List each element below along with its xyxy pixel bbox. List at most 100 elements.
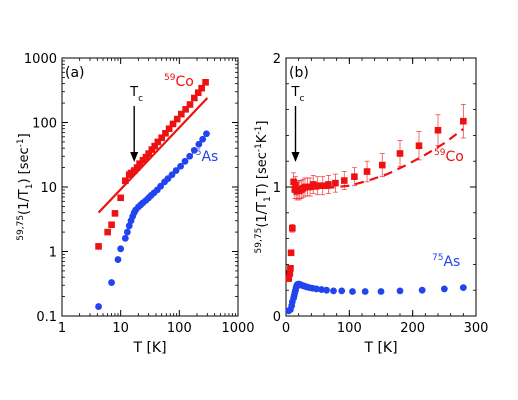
panel-label: (a) [65,65,85,81]
as-data-point [338,287,346,295]
x-tick-label: 10 [112,321,129,336]
as-series-label: 75As [432,253,460,270]
co-data-point [111,210,119,217]
co-series-label: 59Co [164,73,194,90]
co-data-point [415,142,423,150]
co-data-point [396,150,404,157]
as-data-point [177,162,184,170]
tc-arrow-head [130,152,139,162]
co-data-point [290,178,297,186]
as-data-point [349,288,356,295]
as-data-point [377,288,385,295]
as-data-point [396,287,404,295]
panel-b: 0 100 200 300 0 1 2 T [K] 59,75(1/T1T) [sec-1K-1… [254,52,488,356]
y-tick-label: 0.1 [36,310,57,325]
as-data-point [172,167,180,174]
co-data-point [378,161,386,169]
y-tick-label: 1 [49,246,57,261]
x-tick-label: 0 [282,321,290,336]
co-data-point [287,264,294,272]
x-axis-label: T [K] [132,340,166,356]
co-data-point [434,126,442,134]
panel-label: (b) [289,65,309,81]
y-tick-label: 0 [273,310,281,325]
co-data-point [194,89,202,96]
x-tick-label: 100 [167,321,192,336]
as-data-point [186,152,194,160]
as-series-label: 75As [190,148,218,165]
co-data-point [198,84,205,92]
as-data-point [418,286,426,294]
co-data-point [314,182,321,190]
co-data-point [145,150,152,157]
co-data-point [95,243,102,250]
co-data-point [286,270,294,277]
as-data-point [95,303,102,310]
as-data-point [157,182,165,190]
co-data-point [325,181,332,188]
co-data-point [165,125,173,133]
y-axis-label: 59,75(1/T1) [sec-1] [16,133,35,240]
as-data-point [125,222,133,230]
as-data-point [121,234,129,242]
co-data-point [202,79,209,86]
as-data-point [168,171,176,179]
co-data-point [173,115,181,123]
y-tick-label: 1000 [24,52,57,67]
as-data-point [117,245,125,253]
x-tick-label: 1 [58,321,66,336]
as-data-point [361,288,369,295]
co-data-point [363,168,371,175]
co-data-point [332,179,339,187]
co-data-point [104,228,111,236]
co-data-point [133,164,141,171]
as-data-point [440,285,448,293]
y-tick-label: 100 [32,117,57,132]
co-data-point [289,224,296,232]
co-data-point [154,138,162,146]
co-data-point [460,117,467,125]
co-data-point [177,110,185,118]
x-tick-label: 300 [464,321,489,336]
fit-line [295,128,464,191]
tc-label: Tc [291,85,305,104]
co-data-point [186,101,194,108]
tc-label: Tc [129,85,143,104]
co-data-point [151,142,158,150]
x-tick-label: 200 [400,321,425,336]
co-series-label: 59Co [434,148,464,165]
as-data-point [114,256,122,263]
co-data-point [117,194,124,202]
as-data-point [318,286,325,293]
plot-frame [61,57,239,317]
y-tick-label: 2 [273,52,281,67]
co-data-point [108,221,115,229]
y-tick-label: 1 [273,181,281,196]
x-tick-label: 100 [337,321,362,336]
tc-arrow-head [291,152,300,162]
co-data-point [319,182,327,190]
as-data-point [190,146,198,154]
co-data-point [136,160,143,167]
co-data-point [148,146,156,153]
as-data-point [459,284,467,292]
x-axis-label: T [K] [363,340,397,356]
as-data-point [203,130,210,138]
fit-line [97,97,209,214]
co-data-point [162,130,169,137]
co-data-point [158,134,165,142]
co-data-point [142,153,150,161]
co-data-point [285,275,292,282]
as-data-point [123,228,131,236]
co-data-point [351,173,358,180]
y-axis-label: 59,75(1/T1T) [sec-1K-1] [254,121,273,254]
co-data-point [191,94,198,102]
as-data-point [323,286,330,294]
co-data-point [287,249,295,257]
y-tick-label: 10 [40,181,57,196]
co-data-point [292,182,299,190]
as-data-point [199,135,207,143]
x-tick-label: 1000 [221,321,254,336]
